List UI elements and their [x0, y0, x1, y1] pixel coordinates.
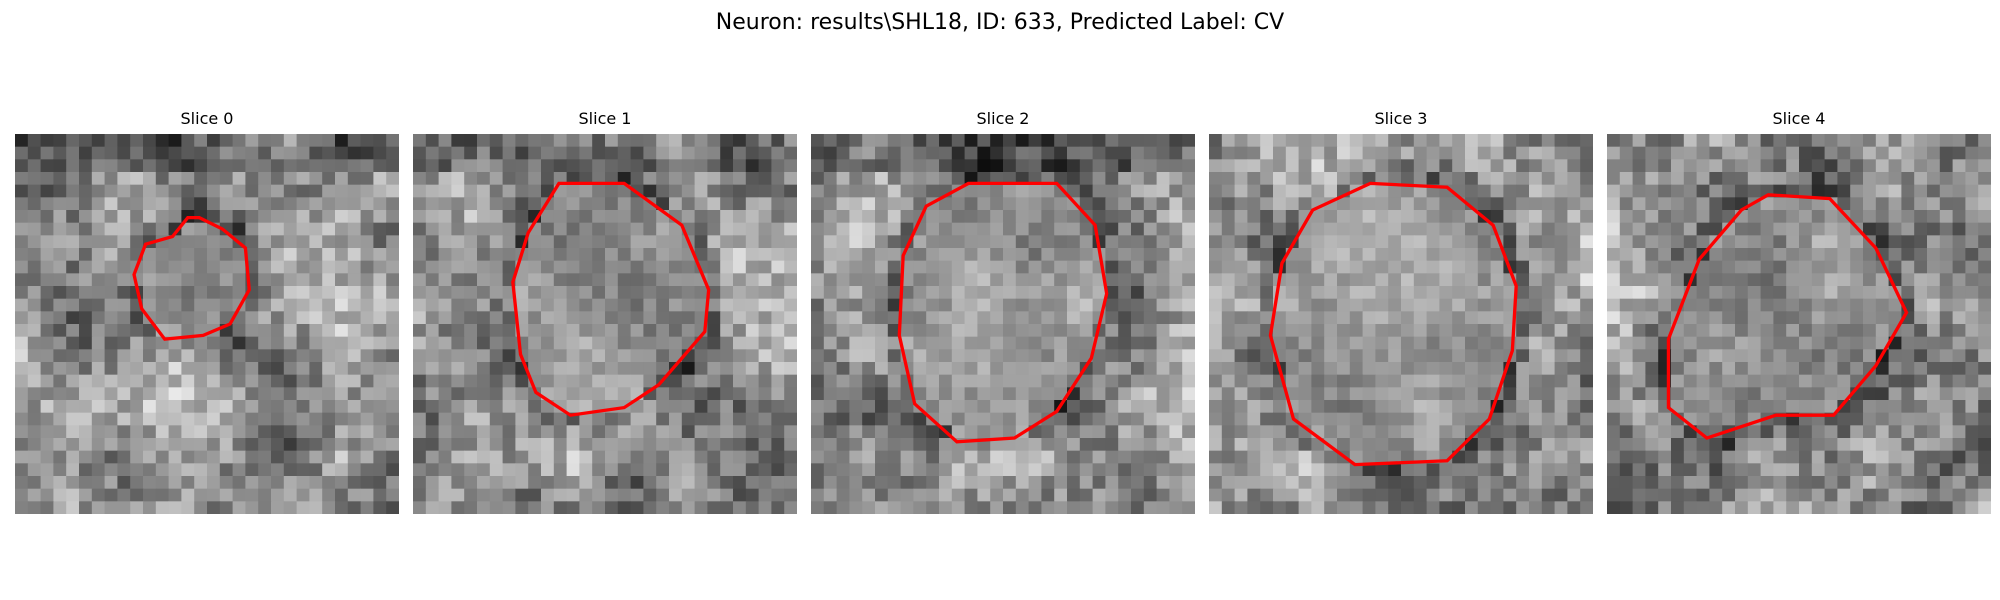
slice-title: Slice 2 [976, 109, 1030, 128]
micrograph-pixels [1607, 134, 1991, 514]
micrograph-pixels [1209, 134, 1593, 514]
slice-title: Slice 3 [1374, 109, 1428, 128]
micrograph-pixels [413, 134, 797, 514]
slice-title: Slice 4 [1772, 109, 1826, 128]
segmentation-contour [511, 181, 711, 417]
slice-image [413, 134, 797, 514]
slice-panel-1: Slice 1 [413, 106, 797, 514]
slice-panel-3: Slice 3 [1209, 106, 1593, 514]
micrograph-pixels [811, 134, 1195, 514]
slice-image [811, 134, 1195, 514]
slice-title: Slice 1 [578, 109, 632, 128]
slice-panel-0: Slice 0 [15, 106, 399, 514]
slice-title: Slice 0 [180, 109, 234, 128]
slice-image [1209, 134, 1593, 514]
slice-image [15, 134, 399, 514]
segmentation-contour [132, 215, 251, 341]
segmentation-contour [897, 181, 1109, 444]
segmentation-contour [1666, 193, 1909, 440]
slice-panel-4: Slice 4 [1607, 106, 1991, 514]
segmentation-contour [1268, 181, 1518, 467]
figure-title: Neuron: results\SHL18, ID: 633, Predicte… [715, 10, 1285, 35]
slice-image [1607, 134, 1991, 514]
micrograph-pixels [15, 134, 399, 514]
slice-panel-2: Slice 2 [811, 106, 1195, 514]
